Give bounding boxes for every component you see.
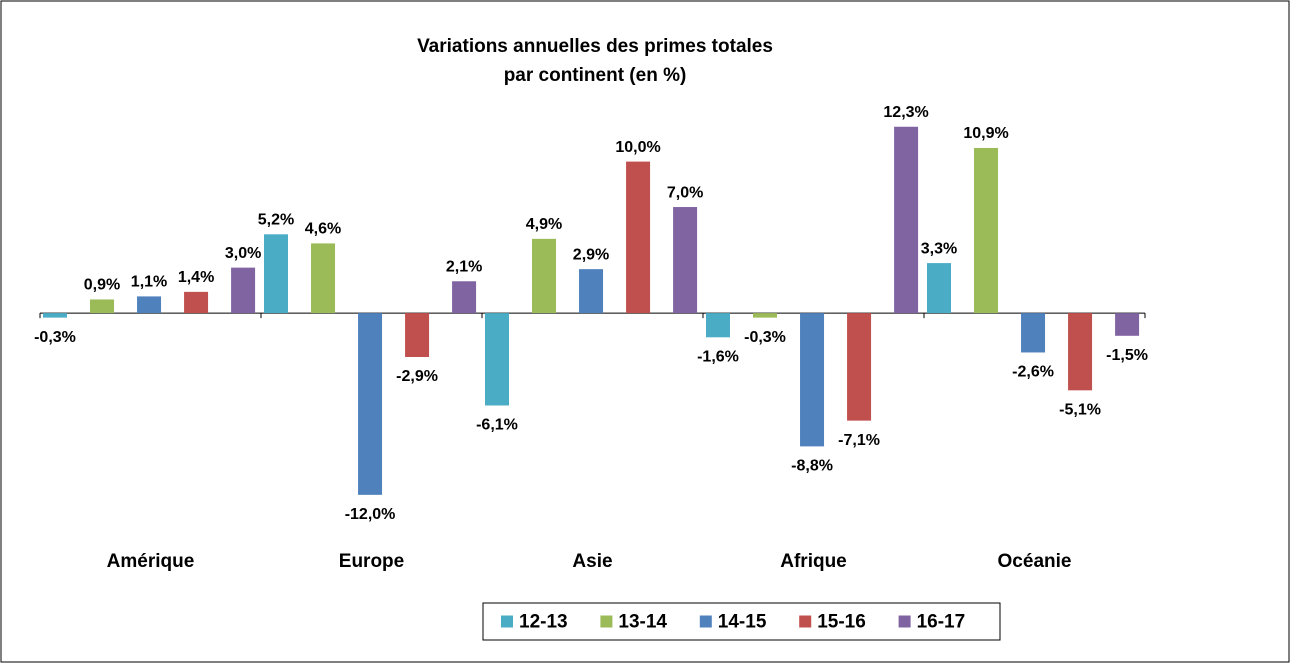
bar (264, 234, 288, 314)
x-tick-label: Afrique (780, 551, 847, 572)
data-label: 1,4% (178, 269, 214, 286)
data-label: 1,1% (131, 274, 167, 291)
x-tick-label: Asie (572, 551, 612, 572)
data-label: -0,3% (744, 329, 786, 346)
data-label: -1,5% (1106, 347, 1148, 364)
data-label: -12,0% (345, 506, 396, 523)
chart-title: par continent (en %) (504, 65, 687, 86)
data-label: 2,9% (573, 246, 609, 263)
data-label: -2,9% (396, 368, 438, 385)
data-label: -2,6% (1012, 364, 1054, 381)
bar (90, 299, 115, 314)
data-label: 4,9% (526, 216, 562, 233)
bar (358, 313, 383, 495)
legend-label: 13-14 (618, 612, 667, 633)
data-label: 3,3% (921, 240, 957, 257)
bar (974, 147, 999, 314)
bar (184, 291, 209, 314)
bar (927, 263, 951, 314)
data-label: -6,1% (476, 417, 518, 434)
bar (532, 238, 557, 314)
x-tick-label: Europe (339, 551, 404, 572)
legend-box (482, 602, 1001, 641)
legend-swatch (501, 615, 513, 628)
data-label: 10,9% (963, 125, 1008, 142)
bar (311, 243, 336, 314)
bar (485, 313, 509, 406)
bar (673, 207, 698, 314)
bar (894, 126, 919, 314)
x-tick-label: Océanie (998, 551, 1072, 572)
bar (706, 313, 730, 338)
data-label: -7,1% (838, 432, 880, 449)
legend-label: 14-15 (718, 612, 767, 633)
legend-label: 15-16 (817, 612, 866, 633)
bar (1068, 313, 1093, 391)
x-tick-label: Amérique (107, 551, 195, 572)
data-label: 2,1% (446, 258, 482, 275)
data-label: -1,6% (697, 349, 739, 366)
bar (1021, 313, 1046, 353)
data-label: -5,1% (1059, 402, 1101, 419)
data-label: 12,3% (883, 104, 928, 121)
legend-swatch (799, 615, 812, 628)
data-label: 3,0% (225, 245, 261, 262)
legend-swatch (699, 615, 712, 628)
bar (1115, 313, 1140, 336)
data-label: 7,0% (667, 184, 703, 201)
data-label: -0,3% (34, 329, 76, 346)
legend-swatch (600, 615, 613, 628)
bar (231, 267, 256, 314)
data-label: 4,6% (305, 221, 341, 238)
bar (847, 313, 872, 421)
bar (405, 313, 430, 358)
legend-swatch (898, 615, 911, 628)
bar (800, 313, 825, 447)
bar (43, 313, 67, 318)
data-label: 0,9% (84, 277, 120, 294)
chart-title: Variations annuelles des primes totales (417, 36, 773, 57)
bar (137, 296, 162, 314)
bar (626, 161, 651, 314)
bar (753, 313, 778, 318)
bar (452, 281, 477, 314)
legend-label: 16-17 (917, 612, 966, 633)
data-label: -8,8% (791, 458, 833, 475)
bar (579, 269, 604, 314)
data-label: 10,0% (615, 139, 660, 156)
legend-label: 12-13 (519, 612, 568, 633)
data-label: 5,2% (258, 212, 294, 229)
